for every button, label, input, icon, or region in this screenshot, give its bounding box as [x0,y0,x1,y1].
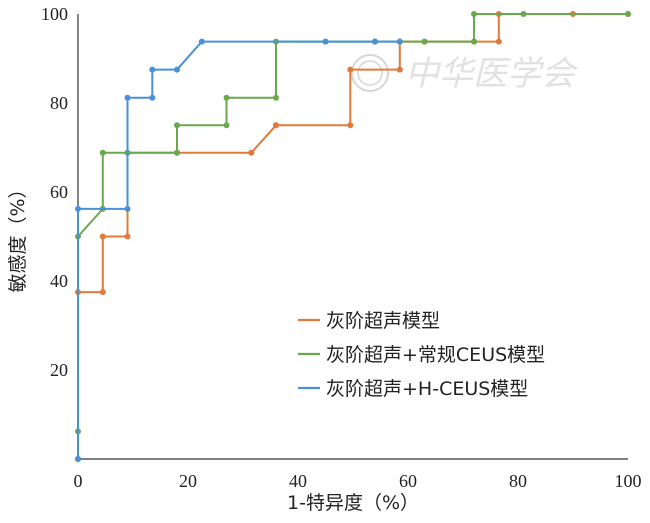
data-point [322,38,329,45]
x-tick-label: 80 [509,471,527,491]
watermark: 中华医学会 [351,54,579,94]
series-line [77,13,628,459]
data-point [124,233,131,240]
x-tick-label: 20 [179,471,197,491]
series-layer [75,11,631,462]
legend-label: 灰阶超声模型 [326,310,440,332]
data-point [174,122,180,129]
data-point [174,66,180,73]
data-point [471,11,477,17]
y-tick-label: 60 [50,182,68,202]
series-3 [75,38,403,462]
x-tick-labels: 0 20 40 60 80 100 [74,471,642,491]
y-axis-title: 敏感度（%） [7,179,29,292]
data-point [248,149,255,156]
legend-item: 灰阶超声模型 [298,310,440,332]
y-tick-labels: 20 40 60 80 100 [41,4,68,380]
data-point [471,38,477,45]
data-point [347,122,354,129]
x-tick-label: 100 [615,471,642,491]
legend-label: 灰阶超声+常规CEUS模型 [326,344,545,366]
y-tick-label: 100 [41,4,68,24]
data-point [124,205,131,212]
data-point [273,94,279,101]
data-point [223,94,230,101]
data-point [396,66,403,73]
data-point [174,149,180,156]
data-point [223,122,230,129]
data-point [124,94,131,101]
watermark-text: 中华医学会 [405,54,579,94]
data-point [625,11,631,17]
data-point [520,11,527,17]
data-point [75,456,81,462]
x-tick-label: 40 [289,471,307,491]
legend-label: 灰阶超声+H-CEUS模型 [326,378,528,400]
data-point [198,38,205,45]
x-tick-label: 60 [399,471,417,491]
data-point [149,94,156,101]
y-tick-label: 40 [50,271,68,291]
legend-item: 灰阶超声+H-CEUS模型 [298,378,528,400]
data-point [99,289,106,296]
data-point [99,149,106,156]
data-point [273,122,279,129]
x-axis-title: 1-特异度（%） [287,492,419,514]
data-point [347,66,354,73]
data-point [421,38,428,45]
data-point [495,38,502,45]
y-tick-label: 80 [50,93,68,113]
data-point [149,66,156,73]
data-point [372,38,378,45]
legend-item: 灰阶超声+常规CEUS模型 [298,344,545,366]
data-point [75,205,81,212]
y-tick-label: 20 [50,360,68,380]
x-tick-label: 0 [74,471,83,491]
data-point [396,38,403,45]
data-point [99,233,106,240]
